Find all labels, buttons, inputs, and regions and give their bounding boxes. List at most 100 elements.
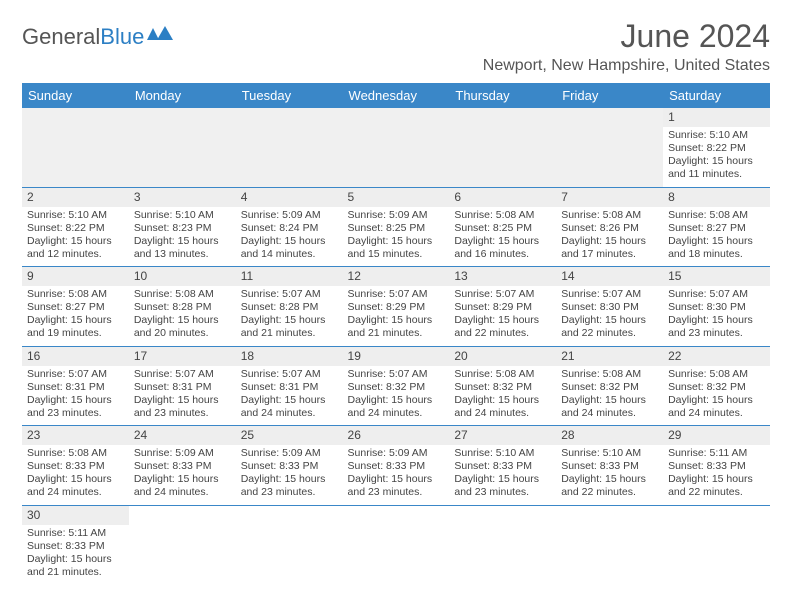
day-number: 11 <box>236 267 343 286</box>
weekday-header: Tuesday <box>236 83 343 108</box>
day-cell <box>129 505 236 584</box>
day-content: Sunrise: 5:08 AMSunset: 8:28 PMDaylight:… <box>134 288 231 341</box>
week-row: 2Sunrise: 5:10 AMSunset: 8:22 PMDaylight… <box>22 187 770 267</box>
day-cell: 8 Sunrise: 5:08 AMSunset: 8:27 PMDaylight… <box>663 187 770 267</box>
day-number: 23 <box>22 426 129 445</box>
day-content: Sunrise: 5:08 AMSunset: 8:33 PMDaylight:… <box>27 447 124 500</box>
day-cell: 13 Sunrise: 5:07 AMSunset: 8:29 PMDayligh… <box>449 267 556 347</box>
header: GeneralBlue June 2024 Newport, New Hamps… <box>22 18 770 75</box>
day-content: Sunrise: 5:08 AMSunset: 8:26 PMDaylight:… <box>561 209 658 262</box>
day-number: 9 <box>22 267 129 286</box>
day-number: 19 <box>343 347 450 366</box>
day-cell: 16Sunrise: 5:07 AMSunset: 8:31 PMDayligh… <box>22 346 129 426</box>
day-cell <box>556 108 663 187</box>
weekday-header: Monday <box>129 83 236 108</box>
day-content: Sunrise: 5:09 AMSunset: 8:25 PMDaylight:… <box>348 209 445 262</box>
day-cell <box>556 505 663 584</box>
day-number: 29 <box>663 426 770 445</box>
day-content: Sunrise: 5:09 AMSunset: 8:33 PMDaylight:… <box>134 447 231 500</box>
day-cell: 17 Sunrise: 5:07 AMSunset: 8:31 PMDayligh… <box>129 346 236 426</box>
day-cell: 9Sunrise: 5:08 AMSunset: 8:27 PMDaylight… <box>22 267 129 347</box>
day-content: Sunrise: 5:09 AMSunset: 8:33 PMDaylight:… <box>241 447 338 500</box>
day-content: Sunrise: 5:08 AMSunset: 8:32 PMDaylight:… <box>454 368 551 421</box>
day-cell: 11 Sunrise: 5:07 AMSunset: 8:28 PMDayligh… <box>236 267 343 347</box>
day-content: Sunrise: 5:08 AMSunset: 8:27 PMDaylight:… <box>668 209 765 262</box>
month-title: June 2024 <box>483 18 770 55</box>
day-content: Sunrise: 5:09 AMSunset: 8:24 PMDaylight:… <box>241 209 338 262</box>
day-content: Sunrise: 5:10 AMSunset: 8:33 PMDaylight:… <box>454 447 551 500</box>
day-content: Sunrise: 5:07 AMSunset: 8:29 PMDaylight:… <box>454 288 551 341</box>
day-cell: 27 Sunrise: 5:10 AMSunset: 8:33 PMDayligh… <box>449 426 556 506</box>
location: Newport, New Hampshire, United States <box>483 57 770 75</box>
weekday-header: Friday <box>556 83 663 108</box>
weekday-header: Saturday <box>663 83 770 108</box>
flag-icon <box>147 24 173 50</box>
weekday-header: Thursday <box>449 83 556 108</box>
day-number: 7 <box>556 188 663 207</box>
day-number: 6 <box>449 188 556 207</box>
day-content: Sunrise: 5:08 AMSunset: 8:25 PMDaylight:… <box>454 209 551 262</box>
day-cell: 21Sunrise: 5:08 AMSunset: 8:32 PMDayligh… <box>556 346 663 426</box>
calendar-table: SundayMondayTuesdayWednesdayThursdayFrid… <box>22 83 770 584</box>
day-cell <box>663 505 770 584</box>
logo-text-blue: Blue <box>100 24 144 50</box>
day-number: 14 <box>556 267 663 286</box>
day-cell: 3Sunrise: 5:10 AMSunset: 8:23 PMDaylight… <box>129 187 236 267</box>
title-block: June 2024 Newport, New Hampshire, United… <box>483 18 770 75</box>
day-cell <box>22 108 129 187</box>
day-cell: 23 Sunrise: 5:08 AMSunset: 8:33 PMDayligh… <box>22 426 129 506</box>
day-cell: 26Sunrise: 5:09 AMSunset: 8:33 PMDayligh… <box>343 426 450 506</box>
day-cell <box>129 108 236 187</box>
day-cell: 1 Sunrise: 5:10 AMSunset: 8:22 PMDaylight… <box>663 108 770 187</box>
day-cell: 10 Sunrise: 5:08 AMSunset: 8:28 PMDayligh… <box>129 267 236 347</box>
day-content: Sunrise: 5:07 AMSunset: 8:31 PMDaylight:… <box>134 368 231 421</box>
day-number: 30 <box>22 506 129 525</box>
day-cell: 15 Sunrise: 5:07 AMSunset: 8:30 PMDayligh… <box>663 267 770 347</box>
day-number: 15 <box>663 267 770 286</box>
day-cell: 14 Sunrise: 5:07 AMSunset: 8:30 PMDayligh… <box>556 267 663 347</box>
week-row: 16 Sunrise: 5:07 AMSunset: 8:31 PMDayligh… <box>22 346 770 426</box>
day-cell <box>343 505 450 584</box>
day-content: Sunrise: 5:10 AMSunset: 8:22 PMDaylight:… <box>668 129 765 182</box>
week-row: 9Sunrise: 5:08 AMSunset: 8:27 PMDaylight… <box>22 267 770 347</box>
day-cell: 6 Sunrise: 5:08 AMSunset: 8:25 PMDaylight… <box>449 187 556 267</box>
day-cell: 28 Sunrise: 5:10 AMSunset: 8:33 PMDayligh… <box>556 426 663 506</box>
day-number: 16 <box>22 347 129 366</box>
day-number: 4 <box>236 188 343 207</box>
day-number: 12 <box>343 267 450 286</box>
day-content: Sunrise: 5:07 AMSunset: 8:31 PMDaylight:… <box>241 368 338 421</box>
day-content: Sunrise: 5:07 AMSunset: 8:28 PMDaylight:… <box>241 288 338 341</box>
day-content: Sunrise: 5:11 AMSunset: 8:33 PMDaylight:… <box>27 527 124 580</box>
day-cell <box>449 505 556 584</box>
day-content: Sunrise: 5:10 AMSunset: 8:33 PMDaylight:… <box>561 447 658 500</box>
day-content: Sunrise: 5:07 AMSunset: 8:29 PMDaylight:… <box>348 288 445 341</box>
day-number: 27 <box>449 426 556 445</box>
day-cell: 24 Sunrise: 5:09 AMSunset: 8:33 PMDayligh… <box>129 426 236 506</box>
day-content: Sunrise: 5:10 AMSunset: 8:22 PMDaylight:… <box>27 209 124 262</box>
day-number: 3 <box>129 188 236 207</box>
day-content: Sunrise: 5:08 AMSunset: 8:32 PMDaylight:… <box>668 368 765 421</box>
day-cell: 12 Sunrise: 5:07 AMSunset: 8:29 PMDayligh… <box>343 267 450 347</box>
day-content: Sunrise: 5:07 AMSunset: 8:30 PMDaylight:… <box>561 288 658 341</box>
day-content: Sunrise: 5:07 AMSunset: 8:30 PMDaylight:… <box>668 288 765 341</box>
day-number: 5 <box>343 188 450 207</box>
day-cell: 2Sunrise: 5:10 AMSunset: 8:22 PMDaylight… <box>22 187 129 267</box>
day-cell: 22Sunrise: 5:08 AMSunset: 8:32 PMDayligh… <box>663 346 770 426</box>
week-row: 1 Sunrise: 5:10 AMSunset: 8:22 PMDaylight… <box>22 108 770 187</box>
day-number: 24 <box>129 426 236 445</box>
day-cell <box>343 108 450 187</box>
weekday-header: Sunday <box>22 83 129 108</box>
day-cell: 29Sunrise: 5:11 AMSunset: 8:33 PMDayligh… <box>663 426 770 506</box>
day-number: 8 <box>663 188 770 207</box>
week-row: 30 Sunrise: 5:11 AMSunset: 8:33 PMDayligh… <box>22 505 770 584</box>
day-cell <box>449 108 556 187</box>
day-cell: 5 Sunrise: 5:09 AMSunset: 8:25 PMDaylight… <box>343 187 450 267</box>
weekday-header: Wednesday <box>343 83 450 108</box>
logo: GeneralBlue <box>22 18 173 50</box>
day-number: 1 <box>663 108 770 127</box>
day-number: 28 <box>556 426 663 445</box>
day-cell: 7 Sunrise: 5:08 AMSunset: 8:26 PMDaylight… <box>556 187 663 267</box>
day-number: 17 <box>129 347 236 366</box>
day-number: 13 <box>449 267 556 286</box>
day-number: 10 <box>129 267 236 286</box>
